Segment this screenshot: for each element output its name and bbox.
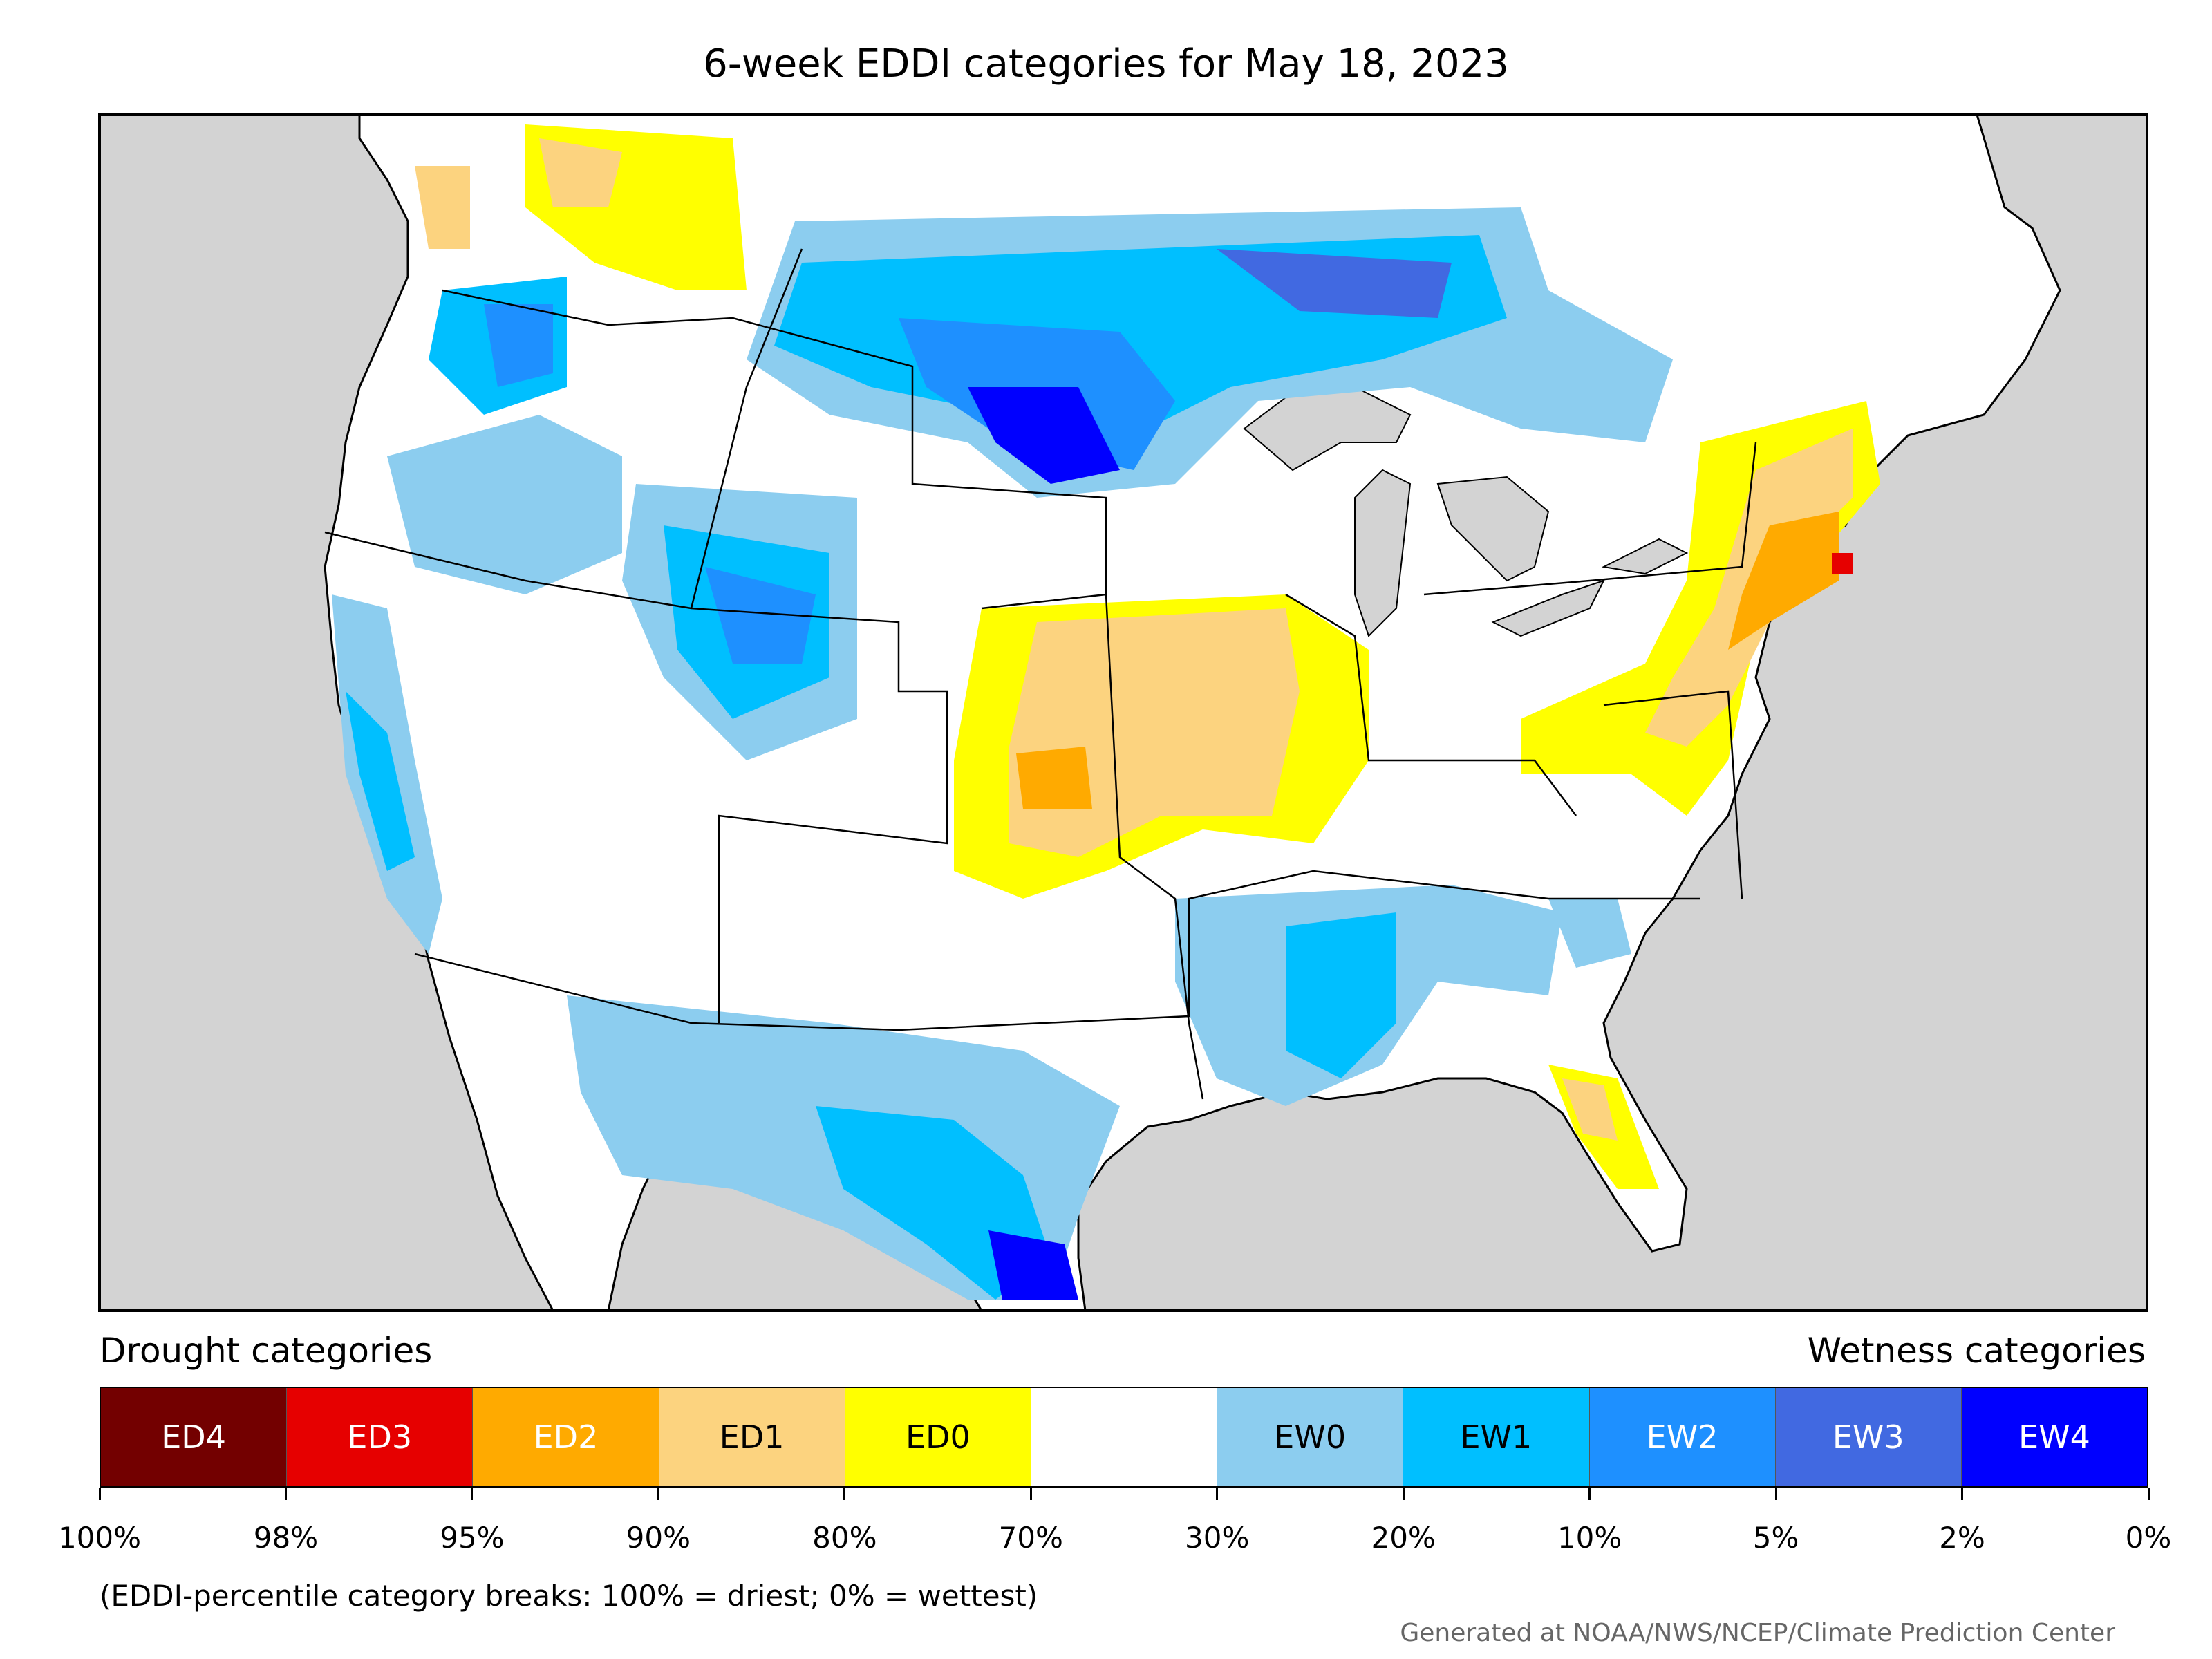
category-swatch-ed1: ED1 — [659, 1388, 845, 1486]
category-swatch-ed3: ED3 — [287, 1388, 474, 1486]
tick-label: 0% — [2125, 1521, 2172, 1555]
category-swatch-normal — [1031, 1388, 1218, 1486]
drought-categories-heading: Drought categories — [100, 1331, 433, 1371]
tick-label: 70% — [998, 1521, 1063, 1555]
tick-mark — [1216, 1488, 1219, 1500]
wetness-categories-heading: Wetness categories — [1807, 1331, 2146, 1371]
tick-label: 95% — [440, 1521, 505, 1555]
tick-label: 90% — [626, 1521, 691, 1555]
credit-line: Generated at NOAA/NWS/NCEP/Climate Predi… — [1400, 1619, 2115, 1647]
drought-areas — [415, 124, 1880, 1189]
map-frame — [98, 113, 2148, 1312]
category-swatch-ed2: ED2 — [473, 1388, 659, 1486]
tick-mark — [657, 1488, 659, 1500]
tick-label: 30% — [1185, 1521, 1250, 1555]
tick-mark — [1402, 1488, 1405, 1500]
map-title: 6-week EDDI categories for May 18, 2023 — [703, 41, 1509, 86]
tick-mark — [98, 1488, 101, 1500]
category-breaks-note: (EDDI-percentile category breaks: 100% =… — [100, 1579, 1038, 1613]
percentile-ticks: 100% 98% 95% 90% 80% 70% 30% 20% 10% 5% 2% 0% — [0, 1488, 2212, 1571]
tick-label: 100% — [57, 1521, 142, 1555]
tick-label: 80% — [812, 1521, 877, 1555]
category-swatch-ew2: EW2 — [1589, 1388, 1776, 1486]
tick-mark — [1961, 1488, 1964, 1500]
tick-label: 20% — [1371, 1521, 1436, 1555]
tick-label: 98% — [253, 1521, 319, 1555]
tick-label: 5% — [1752, 1521, 1799, 1555]
tick-mark — [1774, 1488, 1777, 1500]
tick-label: 10% — [1557, 1521, 1622, 1555]
tick-mark — [471, 1488, 474, 1500]
tick-mark — [1588, 1488, 1591, 1500]
wetness-areas — [332, 207, 1673, 1300]
eddi-map — [98, 113, 2148, 1312]
tick-mark — [1029, 1488, 1032, 1500]
category-swatch-ew0: EW0 — [1217, 1388, 1404, 1486]
category-swatch-ed4: ED4 — [101, 1388, 288, 1486]
category-swatch-ew3: EW3 — [1775, 1388, 1962, 1486]
category-swatch-ew1: EW1 — [1403, 1388, 1590, 1486]
great-lakes — [1243, 386, 1689, 637]
category-swatch-ed0: ED0 — [845, 1388, 1031, 1486]
state-borders — [324, 248, 1757, 1100]
tick-mark — [843, 1488, 846, 1500]
category-colorbar: ED4 ED3 ED2 ED1 ED0 EW0 EW1 EW2 EW3 EW4 — [100, 1387, 2148, 1488]
tick-mark — [2147, 1488, 2150, 1500]
category-swatch-ew4: EW4 — [1961, 1388, 2148, 1486]
tick-label: 2% — [1939, 1521, 1985, 1555]
tick-mark — [284, 1488, 287, 1500]
